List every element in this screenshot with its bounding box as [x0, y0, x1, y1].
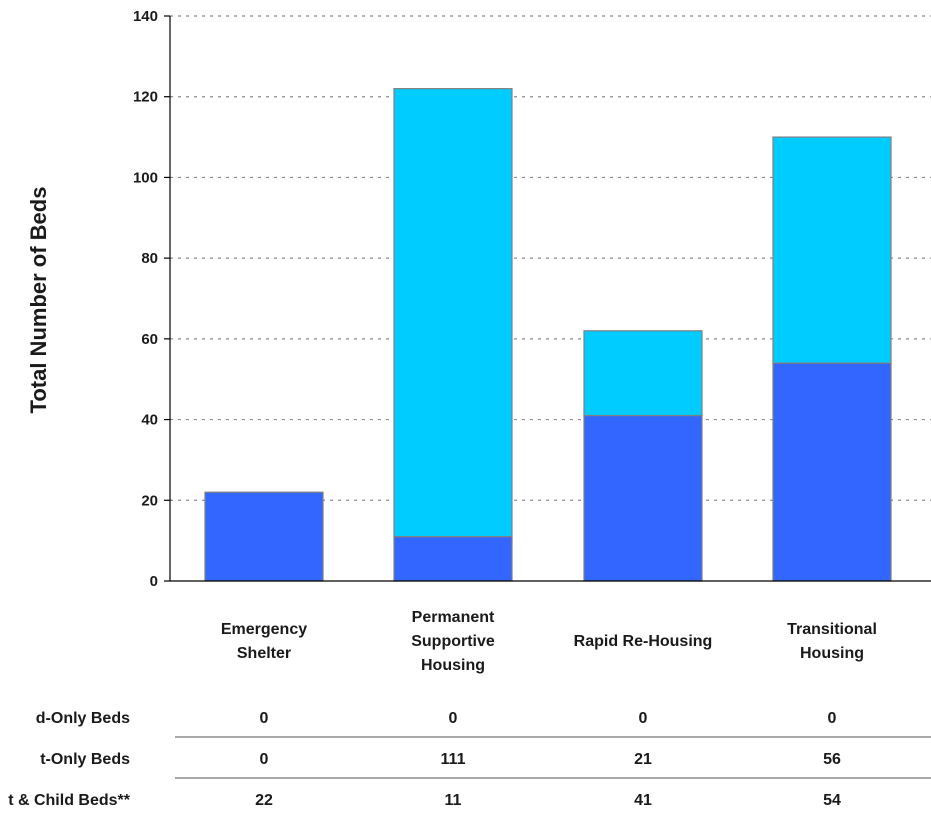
bar-segment: [583, 414, 703, 582]
table-row-label: t & Child Beds**: [8, 792, 131, 809]
y-tick-label: 40: [141, 412, 158, 429]
bar-segment: [393, 536, 513, 582]
table-cell: 0: [260, 710, 269, 727]
y-tick-label: 0: [150, 573, 158, 590]
table-cell: 0: [260, 751, 269, 768]
bar-segment: [583, 330, 703, 417]
bar-segment: [393, 88, 513, 538]
y-tick-label: 120: [133, 89, 158, 106]
x-category-label: Emergency Shelter: [221, 621, 307, 662]
y-tick-label: 140: [133, 8, 158, 25]
bar-segment: [772, 362, 892, 582]
bar-segment: [772, 136, 892, 364]
y-tick-label: 100: [133, 169, 158, 186]
y-tick-label: 80: [141, 250, 158, 267]
category-labels: Emergency Shelter Permanent Supportive Housi…: [221, 609, 877, 674]
table-cell: 111: [441, 751, 466, 768]
y-axis-label: Total Number of Beds: [26, 187, 51, 414]
x-category-label: Rapid Re-Housing: [574, 633, 713, 650]
table-cell: 11: [445, 792, 462, 809]
x-category-label: Transitional Housing: [787, 621, 877, 662]
axes: [169, 16, 931, 582]
table-cell: 56: [823, 751, 841, 768]
table-cell: 21: [634, 751, 652, 768]
y-tick-label: 60: [141, 331, 158, 348]
x-category-label: Permanent Supportive Housing: [411, 609, 495, 674]
y-tick-label: 20: [141, 492, 158, 509]
table-cell: 0: [828, 710, 837, 727]
table-cell: 41: [634, 792, 652, 809]
bar-segment: [204, 491, 324, 582]
table-cell: 0: [449, 710, 458, 727]
data-table: d-Only Beds 0 0 0 0 t-Only Beds 0 111 21 56 t & Ch…: [8, 710, 931, 809]
table-cell: 0: [639, 710, 648, 727]
table-cell: 22: [255, 792, 273, 809]
table-row-label: d-Only Beds: [36, 710, 130, 727]
table-row-label: t-Only Beds: [40, 751, 130, 768]
y-tick-labels: 0 20 40 60 80 100 120 140: [133, 8, 170, 590]
table-cell: 54: [823, 792, 841, 809]
bars: [204, 88, 892, 582]
